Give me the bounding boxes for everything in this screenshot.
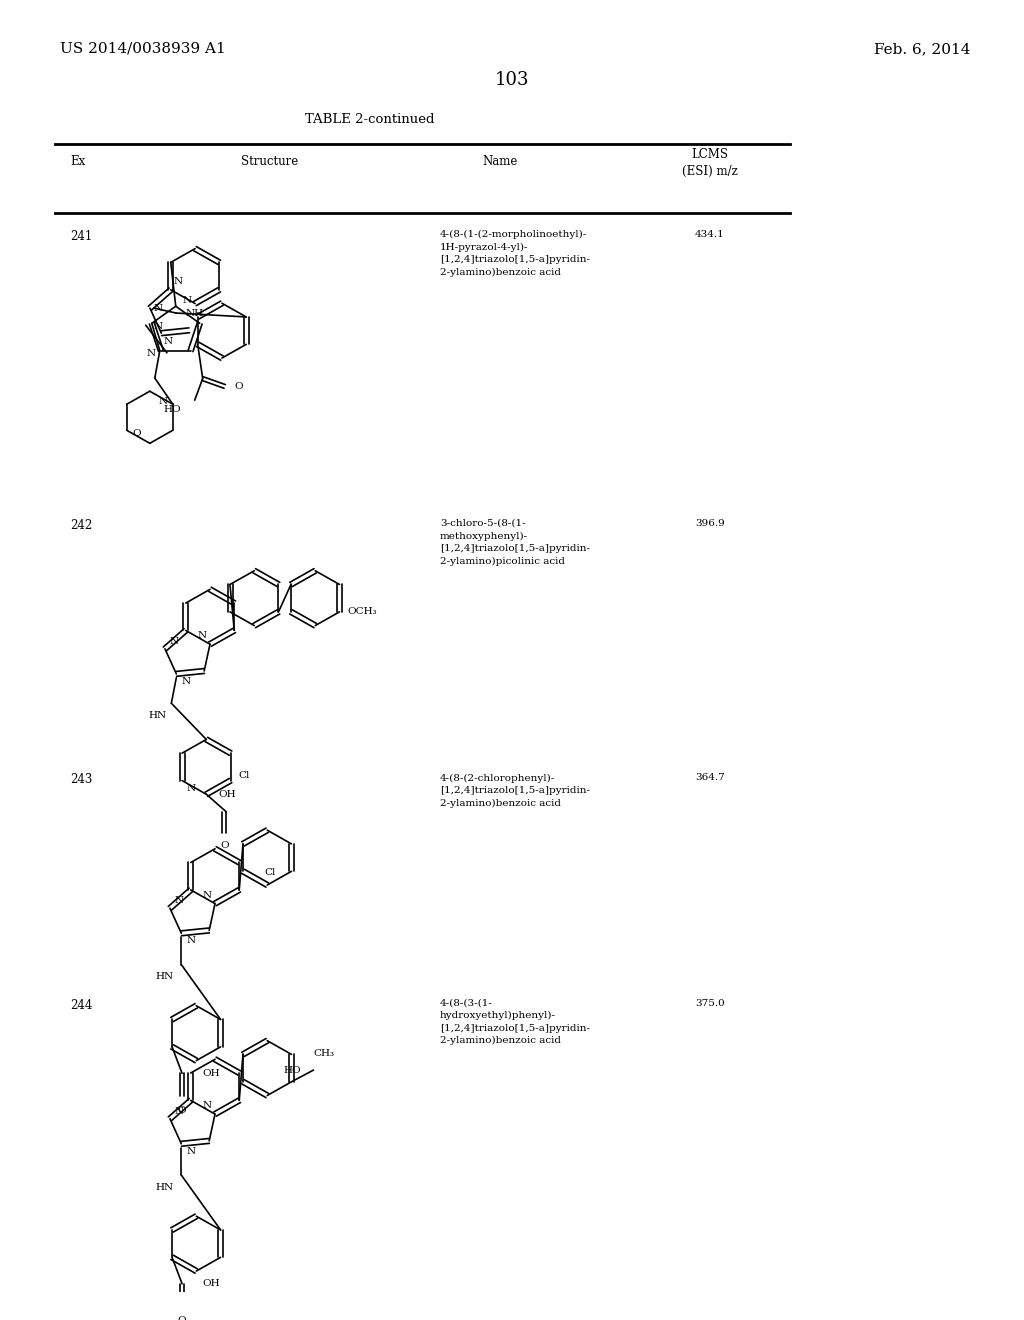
Text: CH₃: CH₃ bbox=[313, 1049, 335, 1059]
Text: 4-(8-(2-chlorophenyl)-
[1,2,4]triazolo[1,5-a]pyridin-
2-ylamino)benzoic acid: 4-(8-(2-chlorophenyl)- [1,2,4]triazolo[1… bbox=[440, 774, 590, 808]
Text: N: N bbox=[154, 304, 163, 313]
Text: N: N bbox=[175, 1106, 184, 1115]
Text: HN: HN bbox=[148, 711, 166, 721]
Text: Structure: Structure bbox=[242, 154, 299, 168]
Text: OH: OH bbox=[202, 1279, 220, 1288]
Text: O: O bbox=[220, 841, 228, 850]
Text: Cl: Cl bbox=[264, 869, 275, 878]
Text: OCH₃: OCH₃ bbox=[347, 607, 377, 616]
Text: 375.0: 375.0 bbox=[695, 998, 725, 1007]
Text: OH: OH bbox=[218, 789, 236, 799]
Text: O: O bbox=[178, 1316, 186, 1320]
Text: 241: 241 bbox=[70, 230, 92, 243]
Text: N: N bbox=[159, 397, 168, 405]
Text: N: N bbox=[198, 631, 207, 640]
Text: N: N bbox=[203, 1101, 212, 1110]
Text: (ESI) m/z: (ESI) m/z bbox=[682, 165, 738, 178]
Text: 4-(8-(3-(1-
hydroxyethyl)phenyl)-
[1,2,4]triazolo[1,5-a]pyridin-
2-ylamino)benzo: 4-(8-(3-(1- hydroxyethyl)phenyl)- [1,2,4… bbox=[440, 998, 590, 1045]
Text: 364.7: 364.7 bbox=[695, 774, 725, 783]
Text: 242: 242 bbox=[70, 519, 92, 532]
Text: 3-chloro-5-(8-(1-
methoxyphenyl)-
[1,2,4]triazolo[1,5-a]pyridin-
2-ylamino)picol: 3-chloro-5-(8-(1- methoxyphenyl)- [1,2,4… bbox=[440, 519, 590, 566]
Text: HN: HN bbox=[156, 973, 173, 982]
Text: O: O bbox=[234, 381, 244, 391]
Text: N: N bbox=[183, 296, 193, 305]
Text: NH: NH bbox=[186, 309, 204, 318]
Text: N: N bbox=[164, 337, 172, 346]
Text: Cl: Cl bbox=[239, 771, 250, 780]
Text: 4-(8-(1-(2-morpholinoethyl)-
1H-pyrazol-4-yl)-
[1,2,4]triazolo[1,5-a]pyridin-
2-: 4-(8-(1-(2-morpholinoethyl)- 1H-pyrazol-… bbox=[440, 230, 590, 277]
Text: N: N bbox=[170, 636, 179, 645]
Text: O: O bbox=[178, 1106, 186, 1114]
Text: Feb. 6, 2014: Feb. 6, 2014 bbox=[873, 42, 970, 55]
Text: 103: 103 bbox=[495, 71, 529, 90]
Text: HN: HN bbox=[156, 1183, 173, 1192]
Text: N: N bbox=[154, 322, 163, 331]
Text: N: N bbox=[181, 677, 190, 686]
Text: N: N bbox=[203, 891, 212, 900]
Text: HO: HO bbox=[163, 405, 180, 414]
Text: TABLE 2-continued: TABLE 2-continued bbox=[305, 114, 435, 125]
Text: N: N bbox=[175, 896, 184, 906]
Text: 243: 243 bbox=[70, 774, 92, 787]
Text: OH: OH bbox=[202, 1069, 220, 1078]
Text: 396.9: 396.9 bbox=[695, 519, 725, 528]
Text: N: N bbox=[186, 1147, 196, 1156]
Text: N: N bbox=[186, 784, 196, 792]
Text: Name: Name bbox=[482, 154, 518, 168]
Text: N: N bbox=[186, 936, 196, 945]
Text: 244: 244 bbox=[70, 998, 92, 1011]
Text: Ex: Ex bbox=[70, 154, 85, 168]
Text: US 2014/0038939 A1: US 2014/0038939 A1 bbox=[60, 42, 225, 55]
Text: N: N bbox=[174, 277, 183, 286]
Text: N: N bbox=[146, 350, 156, 358]
Text: O: O bbox=[133, 429, 141, 438]
Text: HO: HO bbox=[284, 1065, 301, 1074]
Text: 434.1: 434.1 bbox=[695, 230, 725, 239]
Text: LCMS: LCMS bbox=[691, 148, 728, 161]
